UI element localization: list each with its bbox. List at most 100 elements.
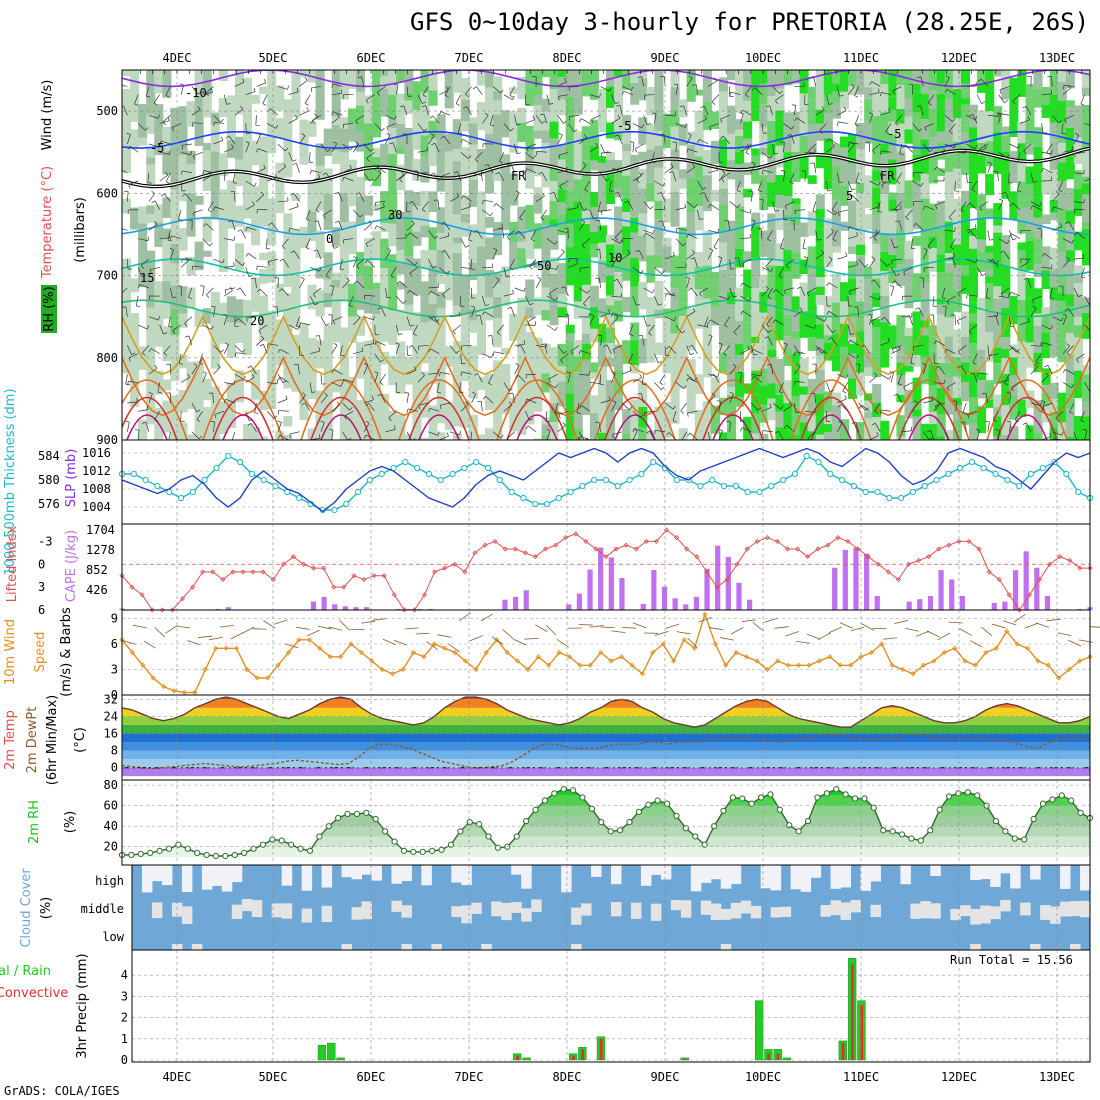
wind-point <box>1035 658 1041 664</box>
data-point <box>767 791 774 798</box>
cape-bar <box>991 602 997 610</box>
warm-loop <box>908 414 950 440</box>
data-point <box>288 841 295 848</box>
wind-point <box>400 666 406 673</box>
li-point <box>442 565 448 571</box>
data-point <box>720 482 728 490</box>
data-point <box>886 494 893 502</box>
precip-conv-bar <box>767 1053 771 1060</box>
cape-bar <box>651 570 657 610</box>
wind-barb <box>633 622 647 629</box>
li-point <box>1047 561 1053 567</box>
wind-barb <box>415 632 430 635</box>
wind-barb <box>165 625 178 634</box>
warm-loop <box>1006 414 1048 440</box>
x-tick-label-bottom: 13DEC <box>1039 1070 1075 1084</box>
wind-barb <box>361 620 376 624</box>
data-point <box>1063 470 1070 478</box>
li-point <box>875 561 881 567</box>
data-point <box>449 470 456 478</box>
li-point <box>200 569 206 575</box>
li-point <box>956 538 962 544</box>
data-point <box>520 494 527 502</box>
cape-bar <box>661 586 668 610</box>
data-point <box>861 795 868 802</box>
data-point <box>645 801 652 808</box>
wind-point <box>952 645 958 651</box>
cape-bar <box>619 578 625 610</box>
wind-point <box>514 658 521 664</box>
wind-point <box>431 641 437 647</box>
precip-conv-bar <box>571 1055 575 1060</box>
data-point <box>476 821 483 828</box>
wind-barb <box>861 623 875 631</box>
y-tick-label: 600 <box>96 186 118 200</box>
wind-point <box>275 662 281 668</box>
wind-barb <box>241 626 255 634</box>
li-point <box>905 561 912 567</box>
li-point <box>643 538 649 544</box>
wind-barb <box>132 624 147 629</box>
warm-loop <box>408 396 470 440</box>
data-point <box>626 818 633 826</box>
data-point <box>410 848 417 855</box>
li-point <box>492 538 498 544</box>
cape-bar <box>693 596 700 610</box>
wind-barb <box>295 626 310 630</box>
li-point <box>714 584 720 590</box>
data-point <box>343 500 350 508</box>
wind-barb <box>905 627 919 632</box>
wind-barb <box>448 643 460 653</box>
warm-loop <box>300 379 382 440</box>
data-point <box>306 847 314 854</box>
cape-bar <box>683 604 689 610</box>
wind-barb <box>622 626 637 629</box>
li-point <box>250 569 256 575</box>
data-point <box>496 476 503 484</box>
wind-barb <box>198 635 213 638</box>
wind-point <box>317 645 323 651</box>
warm-loop <box>614 414 656 440</box>
y-tick-label: 9 <box>111 612 118 626</box>
cape-bar <box>332 604 338 610</box>
wind-point <box>900 666 906 673</box>
li-point <box>623 542 629 548</box>
wind-point <box>525 666 531 673</box>
li-point <box>734 561 740 567</box>
data-point <box>992 470 999 478</box>
temp-contour <box>122 130 1090 149</box>
data-point <box>936 806 943 813</box>
cape-bar <box>512 596 519 610</box>
wind-point <box>494 637 500 643</box>
li-point <box>522 550 528 556</box>
li-point <box>916 557 922 564</box>
wind-point <box>972 662 979 668</box>
data-point <box>137 850 144 858</box>
li-point <box>179 596 186 602</box>
warm-loop <box>122 379 188 440</box>
cape-bar <box>225 607 231 610</box>
data-point <box>1002 828 1009 835</box>
precip-conv-bar <box>683 1058 687 1060</box>
legend-wind: Wind (m/s) <box>40 80 55 151</box>
data-point <box>744 488 751 496</box>
wind-barb <box>828 626 842 634</box>
wind-point <box>1014 641 1020 647</box>
li-point <box>129 584 135 590</box>
minmax-label: (6hr Min/Max) <box>45 695 60 785</box>
wind-barb <box>328 626 343 631</box>
y-tick-label: 8 <box>111 744 118 758</box>
wind-point <box>639 671 645 677</box>
dewpoint-line <box>121 734 1091 770</box>
precip-conv-bar <box>841 1043 845 1060</box>
wind-barb <box>948 621 963 624</box>
data-point <box>851 795 859 802</box>
li-point <box>613 546 619 552</box>
cape-bar <box>321 596 327 610</box>
data-point <box>815 458 822 466</box>
wind-point <box>1077 658 1083 664</box>
li-point <box>835 535 841 541</box>
y-tick-label: 6 <box>38 603 45 617</box>
panel-precip-frame <box>131 949 1091 1063</box>
wind-point <box>1045 662 1051 668</box>
